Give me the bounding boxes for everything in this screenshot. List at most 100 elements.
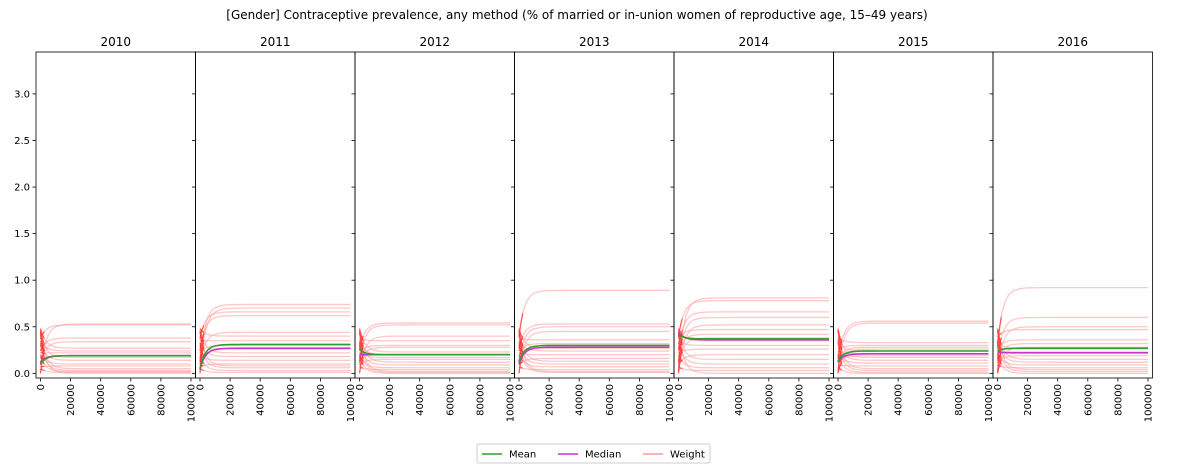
weight-line	[996, 330, 1148, 371]
weight-line	[40, 365, 191, 368]
weight-line-start	[996, 330, 1002, 351]
weight-line-start	[677, 328, 683, 336]
x-tick-label: 100000	[186, 384, 197, 422]
plot-area	[996, 287, 1148, 374]
weight-line-start	[199, 348, 205, 354]
weight-line-start	[996, 352, 1002, 360]
median-line	[997, 351, 1148, 354]
panel-title: 2013	[579, 35, 610, 49]
panels: 2010 0.0 0.5 1.0 1.5 2.0 2.5 3.0 0 20000 40000 6000…	[14, 35, 1154, 422]
x-tick-label: 20000	[545, 384, 556, 416]
weight-line-start	[677, 354, 683, 362]
weight-line	[39, 334, 191, 374]
weight-line-start	[39, 328, 45, 339]
weight-line-start	[996, 342, 1002, 358]
weight-line	[518, 332, 670, 373]
x-tick-label: 80000	[1113, 384, 1124, 416]
panel-title: 2016	[1057, 35, 1088, 49]
panel-2011: 2011 0 20000 40000 60000 80000 100000	[192, 35, 357, 422]
weight-line-start	[40, 368, 45, 372]
x-tick-label: 80000	[794, 384, 805, 416]
weight-line	[678, 340, 829, 347]
x-tick-label: 0	[196, 384, 207, 390]
x-tick-label: 80000	[316, 384, 327, 416]
axes-frame	[833, 51, 994, 379]
legend-weight-label: Weight	[670, 450, 705, 461]
x-tick-label: 0	[834, 384, 845, 390]
x-tick-label: 60000	[605, 384, 616, 416]
weight-line-start	[837, 366, 843, 371]
x-tick-label: 80000	[475, 384, 486, 416]
median-line	[518, 346, 670, 365]
weight-line	[359, 338, 510, 342]
axes-frame	[35, 51, 196, 379]
x-tick-label: 40000	[415, 384, 426, 416]
weight-line-start	[837, 340, 843, 351]
mean-line	[837, 350, 989, 362]
x-tick-label: 100000	[346, 384, 357, 422]
x-tick-label: 40000	[96, 384, 107, 416]
weight-line-start	[518, 361, 524, 366]
x-tick-label: 20000	[864, 384, 875, 416]
weight-line	[518, 289, 670, 338]
weight-line-start	[518, 328, 524, 339]
x-tick-label: 40000	[256, 384, 267, 416]
legend-mean-label: Mean	[509, 450, 536, 461]
weight-line-start	[199, 332, 205, 350]
y-tick-label: 2.5	[14, 136, 30, 147]
panel-2013: 2013 0 20000 40000 60000 80000 100000	[511, 35, 676, 422]
mean-line	[358, 348, 510, 356]
weight-line-start	[39, 356, 45, 365]
weight-line-start	[358, 356, 364, 366]
y-tick-label: 1.0	[14, 276, 30, 287]
panel-2016: 2016 0 20000 40000 60000 80000 100000	[989, 35, 1154, 422]
plot-area	[518, 289, 670, 374]
x-tick-label: 20000	[66, 384, 77, 416]
legend-box	[476, 443, 711, 464]
chart-title: [Gender] Contraceptive prevalence, any m…	[226, 8, 927, 22]
weight-line-start	[39, 354, 45, 360]
weight-line	[837, 364, 989, 367]
weight-line	[39, 337, 191, 352]
x-tick-label: 100000	[1143, 384, 1154, 422]
weight-line-start	[518, 342, 524, 354]
weight-line	[677, 300, 829, 338]
x-tick-label: 20000	[385, 384, 396, 416]
plot-area	[39, 323, 191, 374]
x-tick-label: 100000	[665, 384, 676, 422]
y-tick-label: 2.0	[14, 183, 30, 194]
weight-line	[677, 333, 829, 352]
x-tick-label: 40000	[894, 384, 905, 416]
x-tick-label: 20000	[704, 384, 715, 416]
weight-line-start	[518, 366, 523, 369]
weight-line	[997, 350, 1148, 353]
x-tick-label: 80000	[635, 384, 646, 416]
weight-line	[518, 352, 670, 356]
mean-line	[678, 333, 829, 340]
weight-line-start	[359, 366, 364, 369]
y-tick-label: 1.5	[14, 229, 30, 240]
y-tick-label: 0.0	[14, 369, 30, 380]
weight-line-start	[199, 344, 205, 357]
mean-line	[199, 343, 351, 369]
weight-line-start	[518, 332, 524, 353]
weight-line	[996, 328, 1148, 338]
weight-line-start	[837, 342, 843, 358]
x-tick-label: 0	[36, 384, 47, 390]
plot-area	[837, 320, 989, 374]
axes-frame	[514, 51, 675, 379]
median-line	[837, 352, 989, 363]
panel-title: 2012	[419, 35, 450, 49]
x-tick-label: 60000	[924, 384, 935, 416]
x-tick-label: 60000	[286, 384, 297, 416]
panel-2014: 2014 0 20000 40000 60000 80000 100000	[670, 35, 835, 422]
weight-line-start	[996, 340, 1002, 352]
panel-2012: 2012 0 20000 40000 60000 80000 100000	[351, 35, 516, 422]
mean-line	[997, 347, 1148, 352]
x-tick-label: 80000	[156, 384, 167, 416]
x-tick-label: 60000	[764, 384, 775, 416]
weight-line-start	[996, 359, 1002, 374]
panel-title: 2010	[100, 35, 131, 49]
x-tick-label: 100000	[824, 384, 835, 422]
panel-2015: 2015 0 20000 40000 60000 80000 100000	[830, 35, 995, 422]
